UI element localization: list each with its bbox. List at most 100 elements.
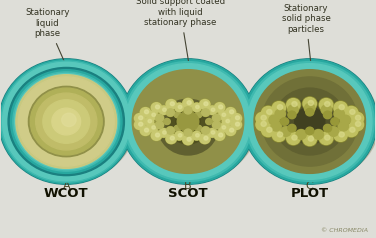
Ellipse shape [272, 102, 285, 114]
Ellipse shape [218, 111, 227, 119]
Ellipse shape [219, 133, 223, 137]
Ellipse shape [280, 126, 291, 137]
Ellipse shape [202, 109, 209, 116]
Ellipse shape [222, 113, 226, 116]
Ellipse shape [334, 102, 347, 114]
Ellipse shape [212, 121, 221, 129]
Ellipse shape [192, 132, 201, 140]
Ellipse shape [140, 126, 151, 136]
Text: A: A [62, 181, 70, 191]
Ellipse shape [175, 132, 184, 140]
Ellipse shape [302, 133, 317, 146]
Ellipse shape [166, 127, 175, 134]
Ellipse shape [344, 124, 359, 137]
Ellipse shape [18, 77, 114, 166]
Ellipse shape [52, 108, 80, 135]
Ellipse shape [230, 128, 234, 132]
Ellipse shape [308, 100, 314, 105]
Ellipse shape [211, 131, 215, 134]
Ellipse shape [350, 109, 355, 114]
Ellipse shape [139, 116, 143, 120]
Ellipse shape [350, 119, 364, 131]
Ellipse shape [320, 132, 333, 144]
Ellipse shape [254, 70, 365, 173]
Ellipse shape [15, 74, 118, 169]
Ellipse shape [334, 109, 345, 119]
Ellipse shape [152, 113, 155, 116]
Ellipse shape [202, 127, 209, 134]
Ellipse shape [177, 111, 199, 132]
Ellipse shape [167, 105, 209, 144]
Text: C: C [306, 181, 314, 191]
Ellipse shape [156, 133, 159, 137]
Ellipse shape [196, 134, 199, 137]
Ellipse shape [134, 113, 145, 124]
Ellipse shape [135, 114, 145, 123]
Ellipse shape [288, 104, 299, 115]
Ellipse shape [319, 98, 334, 112]
Ellipse shape [170, 102, 174, 106]
Ellipse shape [350, 118, 364, 131]
Ellipse shape [231, 113, 242, 124]
Ellipse shape [184, 129, 192, 137]
Ellipse shape [274, 88, 346, 155]
Ellipse shape [126, 65, 257, 181]
Ellipse shape [144, 117, 154, 126]
Ellipse shape [1, 61, 132, 182]
Ellipse shape [218, 123, 228, 132]
Ellipse shape [199, 134, 210, 144]
Ellipse shape [261, 106, 276, 119]
Ellipse shape [149, 111, 158, 119]
Text: WCOT: WCOT [44, 187, 89, 200]
Ellipse shape [218, 111, 228, 120]
Ellipse shape [5, 65, 136, 181]
Ellipse shape [324, 102, 330, 106]
Ellipse shape [206, 119, 212, 125]
Ellipse shape [345, 124, 358, 137]
Ellipse shape [226, 119, 229, 123]
Ellipse shape [8, 67, 124, 176]
Ellipse shape [235, 122, 240, 126]
Ellipse shape [176, 110, 200, 133]
Ellipse shape [271, 128, 286, 142]
Ellipse shape [155, 121, 164, 129]
Ellipse shape [222, 117, 232, 126]
Ellipse shape [306, 108, 314, 116]
Ellipse shape [148, 123, 158, 132]
Ellipse shape [333, 128, 348, 142]
Ellipse shape [355, 121, 361, 126]
Ellipse shape [280, 118, 289, 125]
Ellipse shape [306, 127, 314, 135]
Ellipse shape [126, 64, 250, 179]
Ellipse shape [178, 134, 182, 137]
Ellipse shape [13, 72, 120, 171]
Ellipse shape [212, 114, 221, 122]
Ellipse shape [296, 129, 306, 140]
Ellipse shape [271, 101, 286, 115]
Ellipse shape [262, 77, 358, 166]
Ellipse shape [208, 128, 217, 137]
Ellipse shape [340, 115, 351, 125]
Ellipse shape [62, 113, 76, 127]
Ellipse shape [222, 126, 226, 129]
Ellipse shape [272, 129, 285, 141]
Ellipse shape [182, 135, 194, 145]
Ellipse shape [140, 107, 151, 118]
Ellipse shape [212, 114, 220, 122]
Ellipse shape [16, 75, 117, 168]
Ellipse shape [271, 121, 282, 131]
Ellipse shape [245, 62, 374, 181]
Ellipse shape [0, 60, 133, 183]
Ellipse shape [287, 99, 300, 111]
Ellipse shape [200, 134, 210, 144]
Ellipse shape [163, 108, 166, 111]
Ellipse shape [159, 106, 168, 115]
Ellipse shape [201, 109, 210, 116]
Ellipse shape [192, 103, 202, 112]
Ellipse shape [320, 99, 333, 111]
Ellipse shape [281, 127, 291, 136]
Ellipse shape [151, 103, 162, 112]
Ellipse shape [214, 103, 225, 112]
Ellipse shape [268, 115, 279, 125]
Ellipse shape [269, 115, 279, 125]
